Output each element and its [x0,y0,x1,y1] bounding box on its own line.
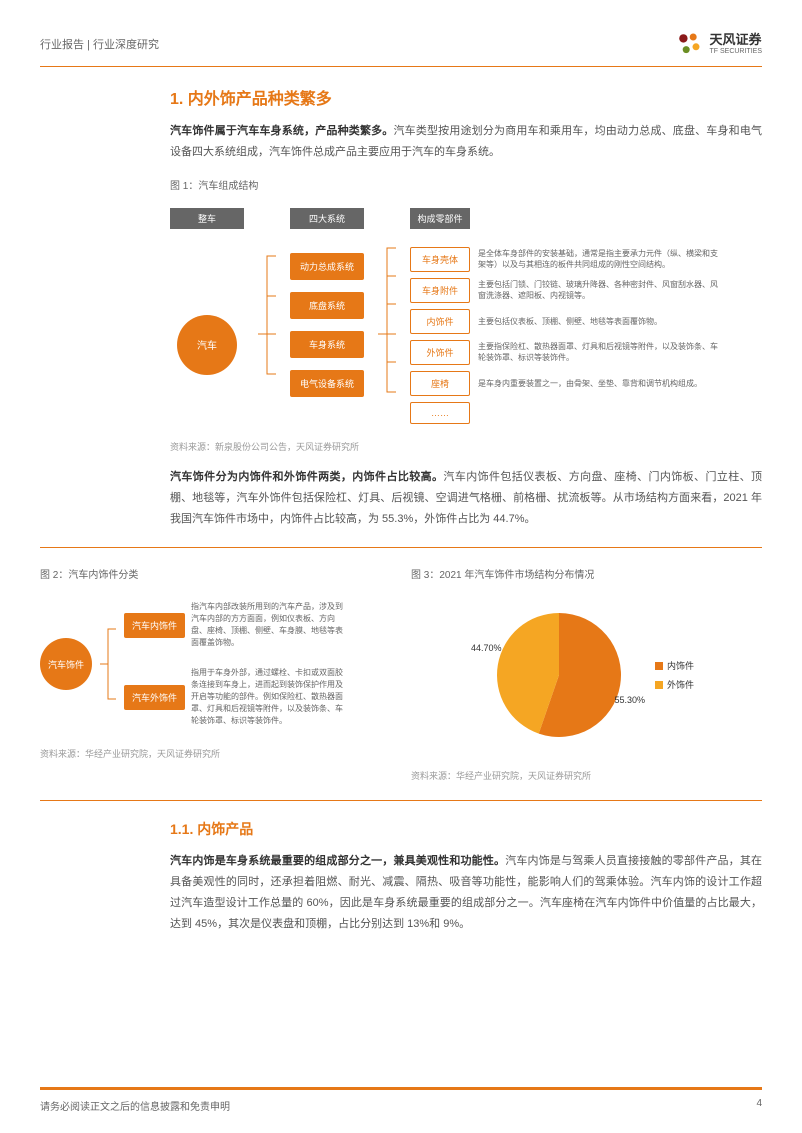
logo-text-cn: 天风证券 [709,33,762,47]
fig3-legend-0: 内饰件 [655,659,694,672]
fig1-part-name: 车身壳体 [410,247,470,272]
fig2-b2-desc: 指用于车身外部，通过螺栓、卡扣或双面胶条连接到车身上，进而起到装饰保护作用及开启… [191,667,346,727]
s11-bold: 汽车内饰是车身系统最重要的组成部分之一，兼具美观性和功能性。 [170,855,505,867]
section-1-1-para: 汽车内饰是车身系统最重要的组成部分之一，兼具美观性和功能性。汽车内饰是与驾乘人员… [170,851,762,935]
fig3-source: 资料来源：华经产业研究院，天风证券研究所 [411,769,762,782]
logo: 天风证券 TF SECURITIES [675,30,762,58]
footer-page-number: 4 [756,1098,762,1113]
section-1-title: 1. 内外饰产品种类繁多 [170,85,762,109]
section-1-para: 汽车饰件属于汽车车身系统，产品种类繁多。汽车类型按用途划分为商用车和乘用车，均由… [170,121,762,163]
fig1-col2-head: 四大系统 [290,208,364,229]
fig1-sys-2: 车身系统 [290,331,364,358]
figure-3: 图 3：2021 年汽车饰件市场结构分布情况 44.70% 55.30% 内饰件… [411,566,762,782]
fig2-b2-name: 汽车外饰件 [124,685,185,710]
tf-logo-icon [675,30,703,58]
fig1-part-name: 内饰件 [410,309,470,334]
fig2-source: 资料来源：华经产业研究院，天风证券研究所 [40,747,391,760]
fig1-part-row: 外饰件主要指保险杠、散热器面罩、灯具和后视镜等附件，以及装饰条、车轮装饰罩、标识… [410,340,718,365]
fig2-branch-1: 汽车内饰件 指汽车内部改装所用到的汽车产品，涉及到汽车内部的方方面面，例如仪表板… [124,601,346,649]
fig1-part-name: 车身附件 [410,278,470,303]
fig1-col3-head: 构成零部件 [410,208,470,229]
fig1-sys-3: 电气设备系统 [290,370,364,397]
figure-2: 图 2：汽车内饰件分类 汽车饰件 汽车内饰件 指汽车内部改装所用到的汽车产品，涉… [40,566,391,782]
fig2-connector [100,609,116,719]
fig1-part-row: 内饰件主要包括仪表板、顶棚、侧壁、地毯等表面覆饰物。 [410,309,718,334]
divider-1 [40,547,762,548]
fig1-part-name: 外饰件 [410,340,470,365]
page-footer: 请务必阅读正文之后的信息披露和免责申明 4 [40,1087,762,1113]
fig3-title: 图 3：2021 年汽车饰件市场结构分布情况 [411,566,762,581]
fig1-connector-2 [378,236,396,424]
fig3-label-inner: 55.30% [614,695,645,705]
fig1-source: 资料来源：新泉股份公司公告，天风证券研究所 [170,440,762,453]
fig1-part-desc: 主要包括门锁、门铰链、玻璃升降器、各种密封件、风窗刮水器、风窗洗涤器、遮阳板、内… [478,279,718,301]
fig2-b1-desc: 指汽车内部改装所用到的汽车产品，涉及到汽车内部的方方面面，例如仪表板、方向盘、座… [191,601,346,649]
fig1-car-node: 汽车 [177,315,237,375]
figure-1: 图 1：汽车组成结构 整车 汽车 四大系统 动力总成系统 底盘系统 车身系统 电… [170,177,762,453]
fig1-part-desc: 主要指保险杠、散热器面罩、灯具和后视镜等附件，以及装饰条、车轮装饰罩、标识等装饰… [478,341,718,363]
para-2: 汽车饰件分为内饰件和外饰件两类，内饰件占比较高。汽车内饰件包括仪表板、方向盘、座… [170,467,762,530]
fig3-legend: 内饰件 外饰件 [655,659,694,691]
fig1-part-row: …… [410,402,718,424]
fig1-part-desc: 是车身内重要装置之一，由骨架、坐垫、靠背和调节机构组成。 [478,378,718,389]
fig1-part-name: 座椅 [410,371,470,396]
divider-2 [40,800,762,801]
header-breadcrumb: 行业报告 | 行业深度研究 [40,36,159,52]
page-header: 行业报告 | 行业深度研究 天风证券 TF SECURITIES [40,30,762,67]
fig1-col1: 整车 汽车 [170,208,244,375]
footer-disclaimer: 请务必阅读正文之后的信息披露和免责申明 [40,1098,230,1113]
fig2-b1-name: 汽车内饰件 [124,613,185,638]
fig1-part-desc: 主要包括仪表板、顶棚、侧壁、地毯等表面覆饰物。 [478,316,718,327]
fig1-part-row: 座椅是车身内重要装置之一，由骨架、坐垫、靠背和调节机构组成。 [410,371,718,396]
fig2-root: 汽车饰件 [40,638,92,690]
fig1-part-name: …… [410,402,470,424]
fig3-label-outer: 44.70% [471,643,502,653]
fig1-part-desc: 是全体车身部件的安装基础，通常是指主要承力元件（纵、横梁和支架等）以及与其相连的… [478,248,718,270]
fig2-title: 图 2：汽车内饰件分类 [40,566,391,581]
fig2-branch-2: 汽车外饰件 指用于车身外部，通过螺栓、卡扣或双面胶条连接到车身上，进而起到装饰保… [124,667,346,727]
fig1-part-row: 车身附件主要包括门锁、门铰链、玻璃升降器、各种密封件、风窗刮水器、风窗洗涤器、遮… [410,278,718,303]
fig3-legend-1: 外饰件 [655,678,694,691]
fig1-col3: 构成零部件 车身壳体是全体车身部件的安装基础，通常是指主要承力元件（纵、横梁和支… [410,208,718,424]
p2-bold: 汽车饰件分为内饰件和外饰件两类，内饰件占比较高。 [170,471,443,483]
section-1-1-title: 1.1. 内饰产品 [170,819,762,839]
fig3-pie-chart: 44.70% 55.30% [479,595,639,755]
fig1-connector-1 [258,236,276,424]
fig1-col2: 四大系统 动力总成系统 底盘系统 车身系统 电气设备系统 [290,208,364,397]
fig1-col1-head: 整车 [170,208,244,229]
logo-text-en: TF SECURITIES [709,48,762,55]
fig1-part-row: 车身壳体是全体车身部件的安装基础，通常是指主要承力元件（纵、横梁和支架等）以及与… [410,247,718,272]
fig1-sys-1: 底盘系统 [290,292,364,319]
fig1-sys-0: 动力总成系统 [290,253,364,280]
fig1-title: 图 1：汽车组成结构 [170,177,762,192]
p1-bold: 汽车饰件属于汽车车身系统，产品种类繁多。 [170,125,393,137]
